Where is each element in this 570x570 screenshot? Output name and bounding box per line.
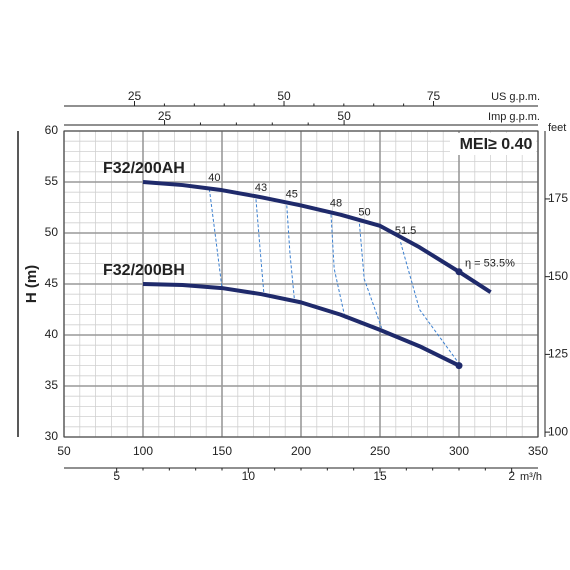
- axis-unit: m³/h: [520, 471, 542, 483]
- y-tick-label: 35: [45, 378, 59, 392]
- mei-label: MEI≥ 0.40: [460, 136, 533, 153]
- x-tick-label: 200: [291, 444, 311, 458]
- efficiency-label: 40: [208, 172, 220, 184]
- curve-point: [455, 268, 463, 276]
- secondary-tick-label: 5: [113, 469, 120, 483]
- secondary-tick-label: 25: [158, 109, 172, 123]
- efficiency-line: [286, 205, 296, 303]
- series-label: F32/200AH: [103, 160, 185, 177]
- secondary-tick-label: 100: [548, 424, 568, 438]
- secondary-tick-label: 125: [548, 347, 568, 361]
- axis-unit: Imp g.p.m.: [488, 111, 540, 123]
- x-tick-label: 350: [528, 444, 548, 458]
- secondary-tick-label: 10: [242, 469, 256, 483]
- efficiency-label: 43: [255, 182, 267, 194]
- efficiency-line: [208, 189, 223, 289]
- mei-box: [450, 133, 536, 155]
- efficiency-label: 48: [330, 198, 342, 210]
- y-tick-label: 50: [45, 225, 59, 239]
- x-tick-label: 300: [449, 444, 469, 458]
- axis-unit: feet: [548, 122, 566, 134]
- secondary-tick-label: 150: [548, 269, 568, 283]
- annotation: η = 53.5%: [465, 258, 515, 270]
- secondary-tick-label: 75: [427, 89, 441, 103]
- y-tick-label: 40: [45, 327, 59, 341]
- axis-unit: US g.p.m.: [491, 91, 540, 103]
- secondary-tick-label: 175: [548, 191, 568, 205]
- y-tick-label: 60: [45, 123, 59, 137]
- efficiency-label: 45: [286, 188, 298, 200]
- secondary-tick-label: 25: [128, 89, 142, 103]
- y-tick-label: 30: [45, 429, 59, 443]
- secondary-tick-label: 15: [373, 469, 387, 483]
- secondary-tick-label: 2: [508, 469, 515, 483]
- x-tick-label: 100: [133, 444, 153, 458]
- y-tick-label: 55: [45, 174, 59, 188]
- series-label: F32/200BH: [103, 262, 185, 279]
- plot-frame: [63, 130, 539, 438]
- pump-curve: [142, 282, 460, 368]
- x-tick-label: 150: [212, 444, 232, 458]
- y-tick-label: 45: [45, 276, 59, 290]
- y-axis-label: H (m): [23, 265, 40, 303]
- efficiency-label: 50: [358, 207, 370, 219]
- curve-point: [455, 362, 463, 370]
- x-tick-label: 50: [57, 444, 71, 458]
- secondary-tick-label: 50: [277, 89, 291, 103]
- efficiency-label: 51.5: [395, 225, 416, 237]
- efficiency-line: [358, 223, 383, 329]
- x-tick-label: 250: [370, 444, 390, 458]
- efficiency-line: [255, 199, 265, 296]
- secondary-tick-label: 50: [337, 109, 351, 123]
- pump-curve: [142, 180, 492, 294]
